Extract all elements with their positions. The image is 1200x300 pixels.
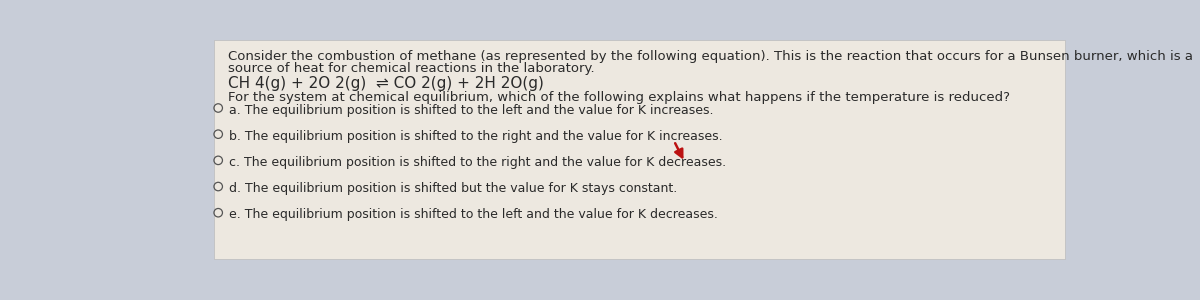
Text: d. The equilibrium position is shifted but the value for K stays constant.: d. The equilibrium position is shifted b… — [229, 182, 677, 195]
Text: b. The equilibrium position is shifted to the right and the value for K increase: b. The equilibrium position is shifted t… — [229, 130, 722, 143]
Text: For the system at chemical equilibrium, which of the following explains what hap: For the system at chemical equilibrium, … — [228, 92, 1009, 104]
FancyBboxPatch shape — [214, 40, 1064, 259]
Text: Consider the combustion of methane (as represented by the following equation). T: Consider the combustion of methane (as r… — [228, 50, 1193, 63]
Text: source of heat for chemical reactions in the laboratory.: source of heat for chemical reactions in… — [228, 62, 594, 75]
Text: CH 4(g) + 2O 2(g)  ⇌ CO 2(g) + 2H 2O(g): CH 4(g) + 2O 2(g) ⇌ CO 2(g) + 2H 2O(g) — [228, 76, 544, 91]
Text: e. The equilibrium position is shifted to the left and the value for K decreases: e. The equilibrium position is shifted t… — [229, 208, 718, 221]
Text: a. The equilibrium position is shifted to the left and the value for K increases: a. The equilibrium position is shifted t… — [229, 104, 714, 117]
Text: c. The equilibrium position is shifted to the right and the value for K decrease: c. The equilibrium position is shifted t… — [229, 156, 726, 169]
